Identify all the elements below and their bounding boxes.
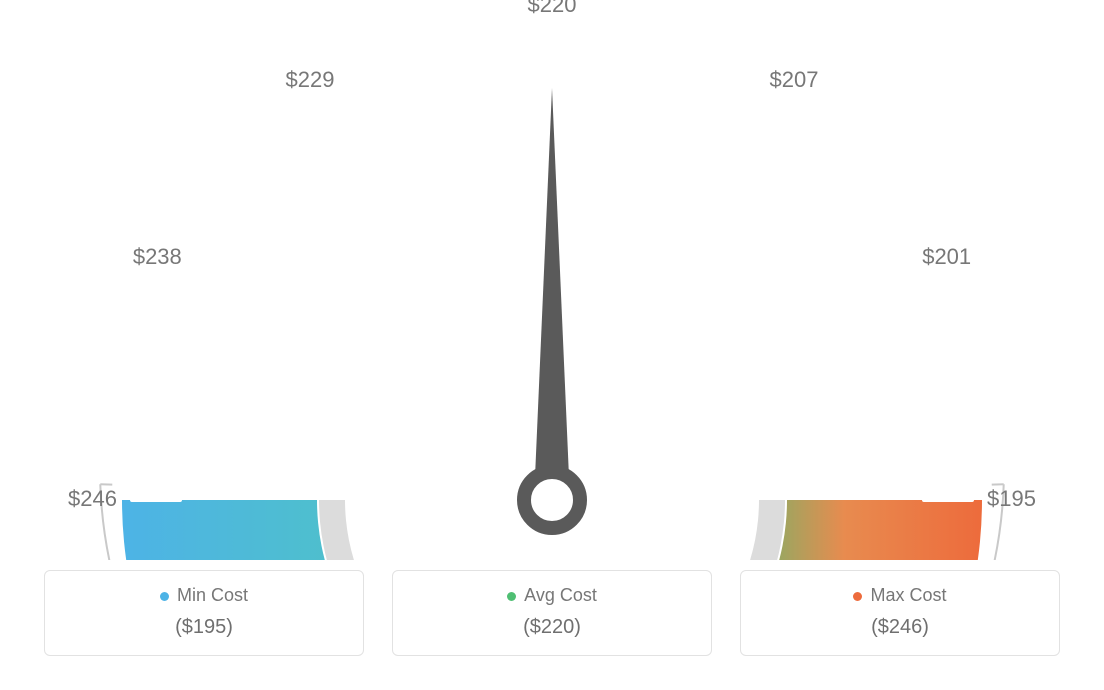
gauge-tick — [408, 105, 419, 135]
gauge-tick-label: $220 — [528, 0, 577, 17]
gauge-tick-label: $207 — [770, 67, 819, 92]
gauge-tick — [874, 290, 916, 314]
legend-max-title: Max Cost — [751, 585, 1049, 606]
gauge-tick — [685, 105, 696, 135]
legend-min-title: Min Cost — [55, 585, 353, 606]
gauge-chart: $195 $201 $207 $220 $229 $238 $246 — [0, 0, 1104, 560]
gauge-tick — [849, 230, 874, 251]
legend-avg-label: Avg Cost — [524, 585, 597, 605]
gauge-tick — [738, 136, 762, 178]
legend-min-value: ($195) — [55, 616, 353, 639]
gauge-tick — [188, 290, 230, 314]
legend-max-value: ($246) — [751, 616, 1049, 639]
gauge-tick — [230, 230, 255, 251]
gauge-tick — [342, 136, 366, 178]
gauge-tick-label: $201 — [922, 244, 971, 269]
gauge-tick — [282, 178, 303, 203]
gauge-tick — [479, 86, 485, 118]
dot-icon — [160, 592, 169, 601]
legend-card-avg: Avg Cost ($220) — [392, 570, 712, 656]
gauge-tick — [917, 356, 947, 367]
gauge-tick-label: $238 — [133, 244, 182, 269]
gauge-tick — [138, 427, 170, 433]
legend-card-max: Max Cost ($246) — [740, 570, 1060, 656]
legend-min-label: Min Cost — [177, 585, 248, 605]
gauge-tick-label: $229 — [286, 67, 335, 92]
gauge-tick — [619, 86, 625, 118]
legend-avg-value: ($220) — [403, 616, 701, 639]
gauge-tick — [157, 356, 187, 367]
dot-icon — [853, 592, 862, 601]
gauge-needle — [534, 88, 570, 500]
legend-card-min: Min Cost ($195) — [44, 570, 364, 656]
gauge-tick-label: $246 — [68, 486, 117, 511]
gauge-needle-hub — [524, 472, 580, 528]
legend-max-label: Max Cost — [870, 585, 946, 605]
legend-avg-title: Avg Cost — [403, 585, 701, 606]
gauge-svg: $195 $201 $207 $220 $229 $238 $246 — [0, 0, 1104, 560]
gauge-tick-label: $195 — [987, 486, 1036, 511]
gauge-tick — [934, 427, 966, 433]
gauge-tick — [801, 178, 822, 203]
legend-row: Min Cost ($195) Avg Cost ($220) Max Cost… — [0, 560, 1104, 656]
dot-icon — [507, 592, 516, 601]
